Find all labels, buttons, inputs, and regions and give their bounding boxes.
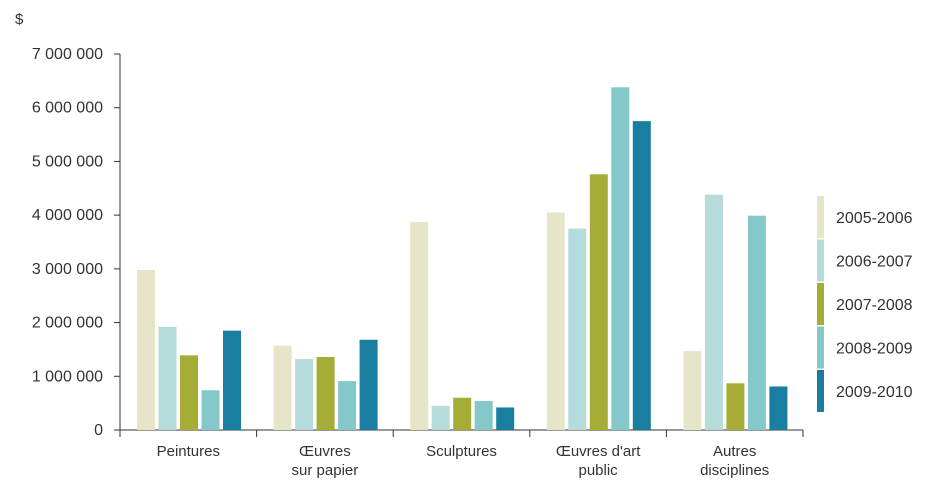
y-axis-unit-label: $ xyxy=(15,11,24,28)
x-category-label: Sculptures xyxy=(426,443,497,460)
bar xyxy=(769,386,788,430)
bar xyxy=(180,355,198,430)
y-tick-label: 1 000 000 xyxy=(32,368,103,385)
x-category-label: public xyxy=(578,462,618,479)
y-tick-label: 2 000 000 xyxy=(32,315,103,332)
legend-swatch xyxy=(817,239,824,282)
y-tick-label: 5 000 000 xyxy=(32,153,103,170)
bar xyxy=(611,87,630,430)
y-tick-label: 0 xyxy=(94,422,103,439)
y-tick-label: 4 000 000 xyxy=(32,207,103,224)
bar xyxy=(683,351,702,430)
bar xyxy=(589,174,608,430)
bar xyxy=(410,222,429,430)
bar xyxy=(632,121,651,431)
x-category-label: Peintures xyxy=(157,443,220,460)
x-category-label: Œuvres xyxy=(299,443,351,460)
bar xyxy=(137,269,155,430)
legend-swatch xyxy=(817,196,824,238)
chart-bars xyxy=(137,87,788,431)
bar xyxy=(158,326,177,430)
legend-label: 2008-2009 xyxy=(836,341,913,358)
legend-label: 2009-2010 xyxy=(836,384,913,401)
bar xyxy=(568,228,587,430)
x-category-label: Autres xyxy=(713,443,756,460)
bar xyxy=(747,215,766,430)
bar xyxy=(316,356,335,430)
bar xyxy=(496,407,515,430)
legend-label: 2007-2008 xyxy=(836,297,913,314)
bar xyxy=(726,383,745,430)
y-tick-label: 6 000 000 xyxy=(32,100,103,117)
x-category-label: sur papier xyxy=(292,462,359,479)
bar xyxy=(359,339,378,430)
bar xyxy=(295,359,314,430)
bar xyxy=(223,330,241,430)
chart-legend: 2005-2006 2006-2007 2007-2008 2008-2009 2009… xyxy=(817,196,913,412)
bar xyxy=(474,400,493,430)
legend-swatch xyxy=(817,326,824,369)
x-category-label: disciplines xyxy=(700,462,769,479)
bar xyxy=(201,390,220,430)
y-tick-label: 7 000 000 xyxy=(32,46,103,63)
bar xyxy=(431,405,450,430)
bar xyxy=(453,397,472,430)
x-category-label: Œuvres d'art xyxy=(556,443,641,460)
legend-label: 2005-2006 xyxy=(836,210,913,227)
bar xyxy=(273,345,292,430)
bar xyxy=(546,212,565,430)
legend-swatch xyxy=(817,283,824,325)
bar xyxy=(338,381,357,430)
bar xyxy=(704,194,723,430)
chart-axes: $0 1 000 000 2 000 000 3 000 000 4 000 000 5 … xyxy=(15,11,804,479)
y-tick-label: 3 000 000 xyxy=(32,261,103,278)
legend-label: 2006-2007 xyxy=(836,254,913,271)
legend-swatch xyxy=(817,370,824,412)
